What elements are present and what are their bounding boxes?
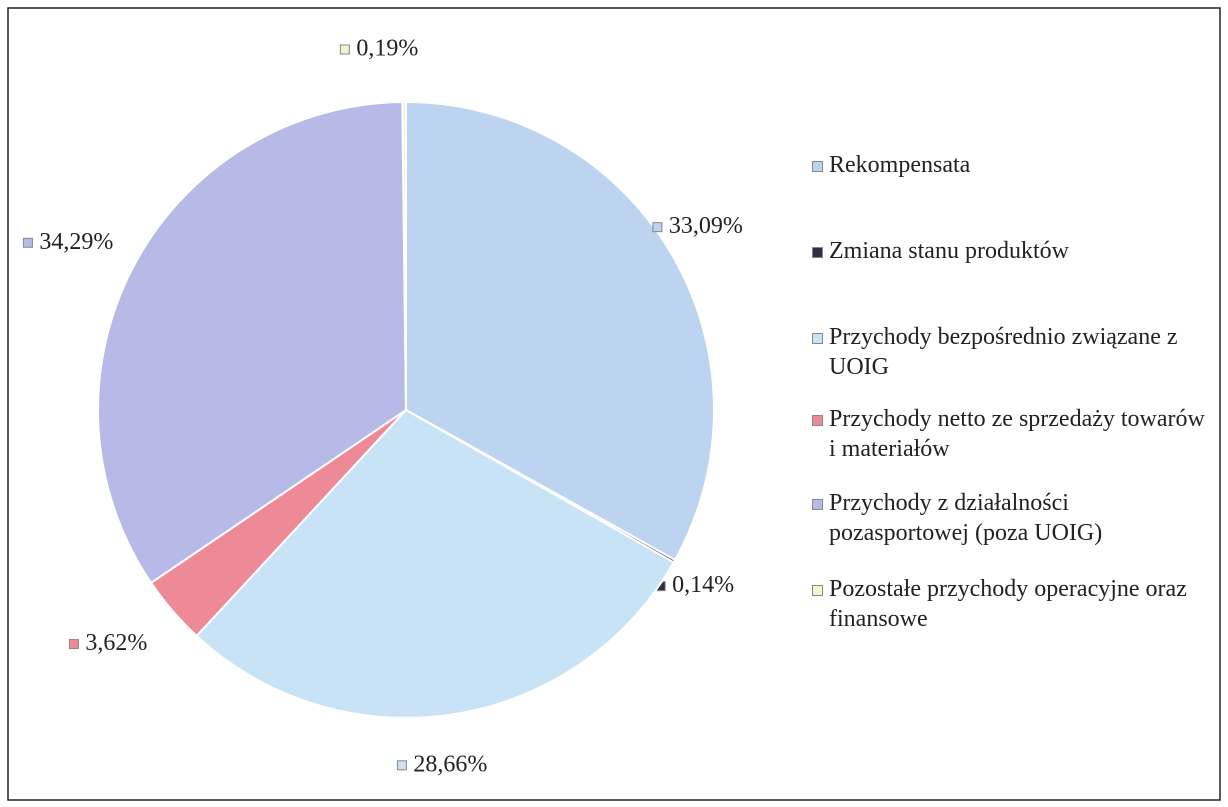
legend-item: Przychody z działalności pozasportowej (… [812,488,1212,548]
data-label: 0,19% [356,36,418,62]
legend-label: Pozostałe przychody operacyjne oraz fina… [829,576,1187,632]
pie-slice [401,100,407,411]
legend-swatch [812,247,823,258]
legend-item: Pozostałe przychody operacyjne oraz fina… [812,574,1212,634]
legend-swatch [812,585,823,596]
label-swatch [339,44,350,55]
label-swatch [68,639,79,650]
pie-slice [195,408,676,719]
label-swatch [22,237,33,248]
legend-label: Przychody z działalności pozasportowej (… [829,490,1103,546]
pie-slice [405,100,715,562]
legend-item: Zmiana stanu produktów [812,236,1212,266]
legend-label: Rekompensata [829,152,971,178]
legend-swatch [812,415,823,426]
data-label: 0,14% [672,572,734,598]
legend-item: Rekompensata [812,150,1212,180]
data-label: 34,29% [39,229,113,255]
pie-slice [97,101,408,585]
frame [7,7,1221,801]
label-swatch [652,222,663,233]
legend-label: Zmiana stanu produktów [829,238,1069,264]
legend-label: Przychody netto ze sprzedaży towarów i m… [829,406,1205,462]
legend-label: Przychody bezpośrednio związane z UOIG [829,324,1178,380]
data-label: 3,62% [85,630,147,656]
legend-swatch [812,499,823,510]
data-label: 33,09% [669,213,743,239]
legend-swatch [812,161,823,172]
legend-swatch [812,333,823,344]
legend-item: Przychody bezpośrednio związane z UOIG [812,322,1212,382]
label-swatch [396,760,407,771]
legend-item: Przychody netto ze sprzedaży towarów i m… [812,404,1212,464]
data-label: 28,66% [413,751,487,777]
